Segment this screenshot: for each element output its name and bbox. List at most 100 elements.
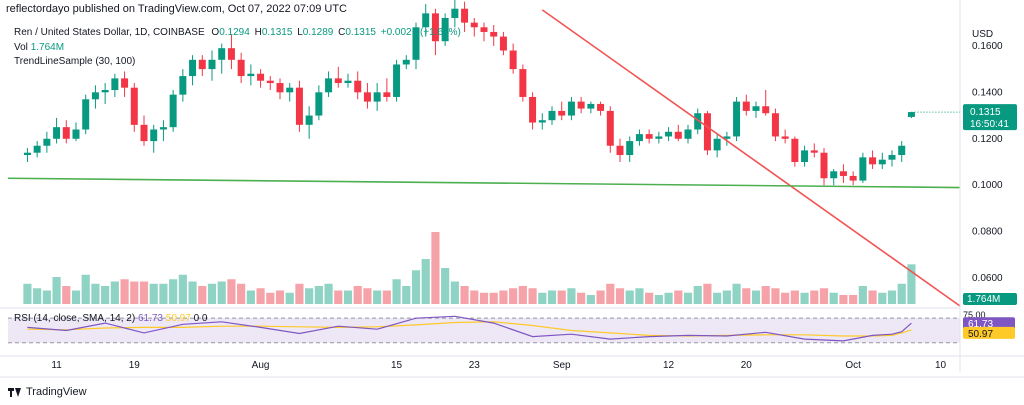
candle-body bbox=[198, 59, 206, 70]
indicator-legend[interactable]: TrendLineSample (30, 100) bbox=[14, 56, 135, 67]
candle-body bbox=[451, 8, 459, 18]
volume-bar bbox=[81, 274, 90, 304]
volume-bar bbox=[664, 292, 673, 304]
volume-bar bbox=[441, 268, 450, 304]
candle-body bbox=[499, 36, 507, 51]
volume-bar bbox=[878, 292, 887, 304]
time-tick-label: 19 bbox=[129, 360, 141, 371]
volume-bar bbox=[722, 290, 731, 304]
volume-bar bbox=[596, 290, 605, 304]
volume-bar bbox=[810, 290, 819, 304]
rsi-sma-badge-value: 50.97 bbox=[968, 329, 993, 340]
candle-body bbox=[869, 157, 877, 165]
candle-body bbox=[791, 138, 799, 162]
candle-body bbox=[111, 78, 119, 90]
candle-body bbox=[130, 87, 138, 125]
time-tick-label: 20 bbox=[741, 360, 753, 371]
volume-bar bbox=[130, 281, 139, 304]
volume-bar bbox=[159, 283, 168, 304]
candle-body bbox=[101, 90, 109, 93]
volume-bar bbox=[518, 286, 527, 304]
candle-body bbox=[227, 48, 235, 60]
volume-legend[interactable]: Vol 1.764M bbox=[14, 42, 64, 53]
volume-bar bbox=[52, 277, 61, 304]
volume-bar bbox=[713, 292, 722, 304]
change-value: +0.0021 (+1.62%) bbox=[380, 27, 461, 38]
candle-body bbox=[91, 92, 99, 100]
volume-bar bbox=[421, 259, 430, 304]
volume-bar bbox=[33, 288, 42, 304]
low-label: L bbox=[297, 27, 303, 38]
volume-bar bbox=[256, 288, 265, 304]
high-label: H bbox=[254, 27, 262, 38]
candle-body bbox=[72, 129, 80, 139]
candle-body bbox=[218, 48, 226, 60]
volume-bar bbox=[470, 290, 479, 304]
volume-bar bbox=[732, 283, 741, 304]
volume-badge bbox=[963, 293, 1017, 305]
publish-info: reflectordayo published on TradingView.c… bbox=[6, 3, 347, 15]
vol-value: 1.764M bbox=[30, 42, 65, 53]
candle-body bbox=[849, 175, 857, 181]
volume-bar bbox=[790, 290, 799, 304]
volume-bar bbox=[120, 279, 129, 304]
symbol-name: Ren / United States Dollar, 1D, COINBASE bbox=[14, 27, 205, 38]
candle-body bbox=[509, 50, 517, 70]
candle-body bbox=[82, 99, 90, 130]
candle-body bbox=[150, 129, 158, 142]
candle-body bbox=[354, 80, 362, 93]
vol-label: Vol bbox=[14, 42, 28, 53]
candle-body bbox=[752, 106, 760, 111]
volume-bar bbox=[499, 290, 508, 304]
volume-bar bbox=[110, 281, 119, 304]
volume-bar bbox=[324, 283, 333, 304]
price-tick-label: 0.0600 bbox=[972, 273, 1003, 284]
volume-bar bbox=[246, 290, 255, 304]
candle-body bbox=[121, 78, 129, 88]
volume-bar bbox=[625, 290, 634, 304]
candle-body bbox=[655, 136, 663, 139]
support-trendline[interactable] bbox=[7, 177, 961, 189]
candle-body bbox=[159, 127, 167, 130]
rsi-value: 61.73 bbox=[137, 313, 163, 324]
descending-trendline[interactable] bbox=[541, 9, 961, 307]
candle-body bbox=[266, 80, 274, 84]
volume-bar bbox=[91, 283, 100, 304]
volume-bar bbox=[71, 290, 81, 304]
symbol-legend[interactable]: Ren / United States Dollar, 1D, COINBASE… bbox=[14, 27, 461, 38]
volume-bar bbox=[645, 292, 654, 304]
rsi-legend[interactable]: RSI (14, close, SMA, 14, 2) 61.73 50.97 … bbox=[14, 313, 207, 324]
candle-body bbox=[694, 113, 702, 130]
volume-bar bbox=[42, 290, 51, 304]
volume-bar bbox=[557, 290, 566, 304]
volume-bar bbox=[771, 288, 780, 304]
volume-bar bbox=[460, 286, 469, 304]
volume-bar bbox=[178, 274, 187, 304]
candle-body bbox=[645, 134, 653, 139]
candle-body bbox=[363, 92, 371, 102]
candle-body bbox=[179, 76, 187, 95]
volume-bar bbox=[567, 288, 576, 304]
volume-bar bbox=[693, 286, 702, 304]
volume-bar bbox=[353, 286, 362, 304]
volume-bar bbox=[577, 292, 586, 304]
time-tick-label: 23 bbox=[469, 360, 481, 371]
volume-bar bbox=[761, 286, 770, 304]
candle-body bbox=[383, 92, 391, 97]
time-tick-label: Sep bbox=[553, 360, 571, 371]
candle-body bbox=[830, 171, 838, 179]
time-tick-label: 10 bbox=[935, 360, 947, 371]
volume-bar bbox=[742, 288, 751, 304]
tradingview-footer[interactable]: TradingView bbox=[8, 386, 87, 398]
volume-bar bbox=[285, 292, 294, 304]
rsi-line bbox=[27, 315, 912, 342]
candle-body bbox=[577, 101, 585, 109]
volume-bar bbox=[819, 288, 829, 304]
price-tick-label: 0.1200 bbox=[972, 134, 1003, 145]
volume-bar bbox=[887, 290, 897, 304]
candle-body bbox=[470, 22, 478, 28]
volume-bar bbox=[528, 288, 537, 304]
candle-body bbox=[538, 120, 546, 123]
volume-bar bbox=[275, 290, 285, 304]
